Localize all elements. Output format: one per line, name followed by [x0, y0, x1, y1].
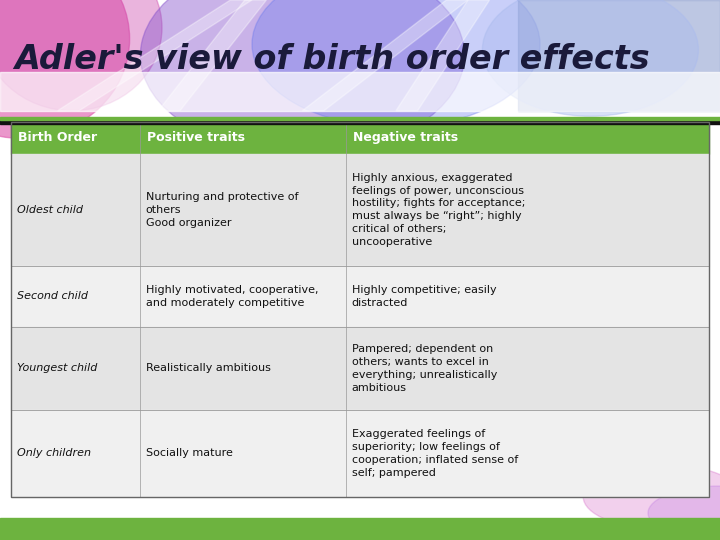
Text: Highly competitive; easily
distracted: Highly competitive; easily distracted	[352, 285, 496, 308]
Ellipse shape	[252, 0, 540, 127]
Text: Only children: Only children	[17, 449, 91, 458]
Text: Exaggerated feelings of
superiority; low feelings of
cooperation; inflated sense: Exaggerated feelings of superiority; low…	[352, 429, 518, 478]
Text: Negative traits: Negative traits	[354, 131, 459, 144]
Bar	[0, 120, 720, 124]
Text: Adler's view of birth order effects: Adler's view of birth order effects	[14, 43, 650, 77]
Ellipse shape	[583, 464, 720, 529]
Ellipse shape	[0, 0, 130, 138]
Text: Positive traits: Positive traits	[147, 131, 246, 144]
Bar	[11, 327, 709, 410]
Text: Nurturing and protective of
others
Good organizer: Nurturing and protective of others Good …	[145, 192, 298, 227]
Polygon shape	[158, 0, 266, 111]
Bar	[11, 410, 709, 497]
Bar	[11, 266, 709, 327]
Text: Youngest child: Youngest child	[17, 363, 97, 374]
Bar	[11, 153, 709, 266]
Ellipse shape	[648, 486, 720, 540]
Text: Highly motivated, cooperative,
and moderately competitive: Highly motivated, cooperative, and moder…	[145, 285, 318, 308]
Bar	[0, 518, 720, 540]
Polygon shape	[396, 0, 490, 111]
Text: Second child: Second child	[17, 291, 88, 301]
Bar	[11, 122, 709, 153]
Bar	[0, 117, 720, 120]
Text: Birth Order: Birth Order	[18, 131, 97, 144]
Text: Socially mature: Socially mature	[145, 449, 233, 458]
Text: Highly anxious, exaggerated
feelings of power, unconscious
hostility; fights for: Highly anxious, exaggerated feelings of …	[352, 173, 525, 247]
Polygon shape	[302, 0, 468, 111]
Ellipse shape	[0, 0, 162, 111]
Text: Oldest child: Oldest child	[17, 205, 83, 215]
Polygon shape	[58, 0, 252, 111]
Text: Pampered; dependent on
others; wants to excel in
everything; unrealistically
amb: Pampered; dependent on others; wants to …	[352, 345, 498, 393]
Bar	[518, 0, 720, 111]
Text: Realistically ambitious: Realistically ambitious	[145, 363, 271, 374]
Ellipse shape	[482, 0, 698, 116]
Bar	[11, 122, 709, 497]
Ellipse shape	[140, 0, 464, 155]
Bar	[0, 72, 720, 111]
